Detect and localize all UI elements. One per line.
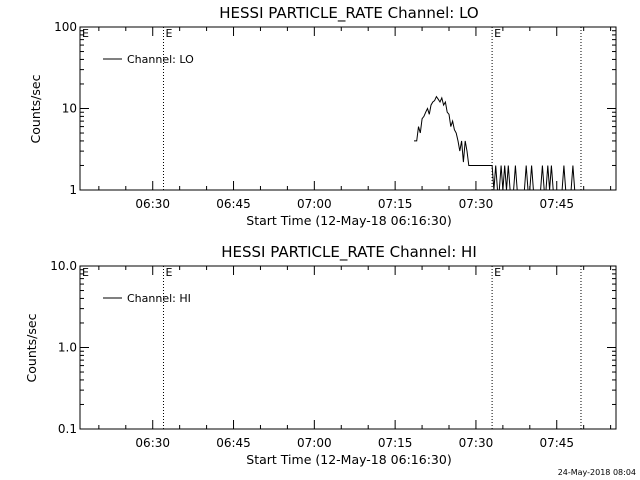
chart-title-hi: HESSI PARTICLE_RATE Channel: HI xyxy=(221,243,477,262)
y-tick-label: 10 xyxy=(62,102,77,116)
x-tick-label: 06:45 xyxy=(216,436,251,450)
x-tick-label: 06:45 xyxy=(216,197,251,211)
event-marker-label: E xyxy=(165,266,172,279)
y-tick-label: 1 xyxy=(69,183,77,197)
y-axis-label-hi: Counts/sec xyxy=(24,313,39,382)
x-axis-ticks-hi: 06:30 06:45 07:00 07:15 07:30 07:45 xyxy=(98,266,612,450)
y-tick-label: 10.0 xyxy=(50,259,77,273)
x-tick-label: 07:15 xyxy=(378,197,413,211)
event-marker-label: E xyxy=(494,266,501,279)
series-line-channel-lo xyxy=(414,95,577,191)
legend-hi: Channel: HI xyxy=(103,292,191,305)
y-tick-label: 0.1 xyxy=(58,422,77,436)
y-axis-ticks-lo: 1 10 100 xyxy=(54,20,616,197)
y-axis-ticks-hi: 0.1 1.0 10.0 xyxy=(50,259,616,436)
panel-lo: HESSI PARTICLE_RATE Channel: LO 06:30 06:… xyxy=(28,4,617,228)
x-tick-label: 06:30 xyxy=(135,197,170,211)
event-marker-label: E xyxy=(82,266,89,279)
x-tick-label: 07:30 xyxy=(459,436,494,450)
x-tick-label: 07:15 xyxy=(378,436,413,450)
legend-label-hi: Channel: HI xyxy=(127,292,191,305)
y-tick-label: 100 xyxy=(54,20,77,34)
event-marker-label: E xyxy=(82,27,89,40)
y-axis-label-lo: Counts/sec xyxy=(28,74,43,143)
plot-frame-hi xyxy=(79,265,617,430)
event-marker-label: E xyxy=(494,27,501,40)
y-tick-label: 1.0 xyxy=(58,341,77,355)
event-markers-lo: E EE xyxy=(82,27,582,190)
x-tick-label: 07:30 xyxy=(459,197,494,211)
x-tick-label: 06:30 xyxy=(135,436,170,450)
panel-hi: HESSI PARTICLE_RATE Channel: HI 06:30 06:… xyxy=(24,243,617,467)
legend-label-lo: Channel: LO xyxy=(127,53,194,66)
x-tick-label: 07:45 xyxy=(539,436,574,450)
plot-frame-lo xyxy=(79,26,617,191)
x-axis-label-lo: Start Time (12-May-18 06:16:30) xyxy=(246,213,451,228)
event-markers-hi: E EE xyxy=(82,266,582,429)
legend-lo: Channel: LO xyxy=(103,53,194,66)
x-tick-label: 07:00 xyxy=(297,197,332,211)
event-marker-label: E xyxy=(165,27,172,40)
x-axis-label-hi: Start Time (12-May-18 06:16:30) xyxy=(246,452,451,467)
x-axis-ticks-lo: 06:30 06:45 07:00 07:15 07:30 07:45 xyxy=(98,27,612,211)
x-tick-label: 07:45 xyxy=(539,197,574,211)
footer-timestamp: 24-May-2018 08:04 xyxy=(558,468,636,477)
x-tick-label: 07:00 xyxy=(297,436,332,450)
chart-title-lo: HESSI PARTICLE_RATE Channel: LO xyxy=(219,4,478,23)
